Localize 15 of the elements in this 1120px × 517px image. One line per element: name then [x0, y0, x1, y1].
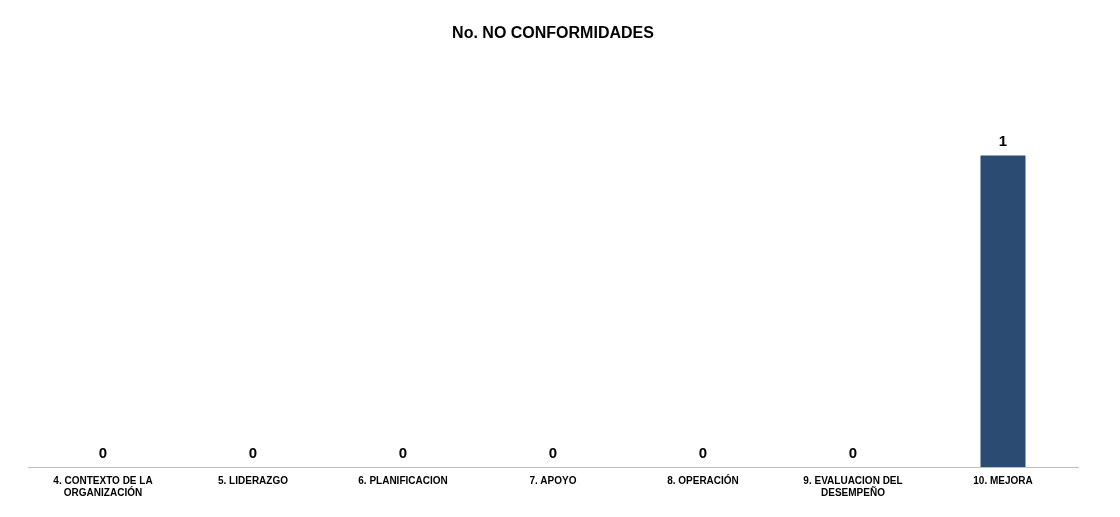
x-tick-label: 5. LIDERAZGO	[217, 474, 289, 486]
x-tick-label: 10. MEJORA	[973, 474, 1033, 486]
data-label: 0	[398, 443, 408, 461]
data-label: 0	[698, 443, 708, 461]
data-label: 0	[248, 443, 258, 461]
data-label: 0	[548, 443, 558, 461]
data-label: 1	[998, 132, 1008, 150]
x-tick-label: 9. EVALUACION DEL DESEMPEÑO	[803, 474, 903, 498]
data-label: 0	[98, 443, 108, 461]
x-tick-label: 4. CONTEXTO DE LA ORGANIZACIÓN	[53, 474, 153, 498]
x-tick-label: 7. APOYO	[529, 474, 577, 486]
chart-title: No. NO CONFORMIDADES	[452, 24, 655, 42]
x-tick-label: 8. OPERACIÓN	[667, 473, 739, 486]
data-label: 0	[848, 443, 858, 461]
x-tick-label: 6. PLANIFICACION	[358, 474, 448, 486]
